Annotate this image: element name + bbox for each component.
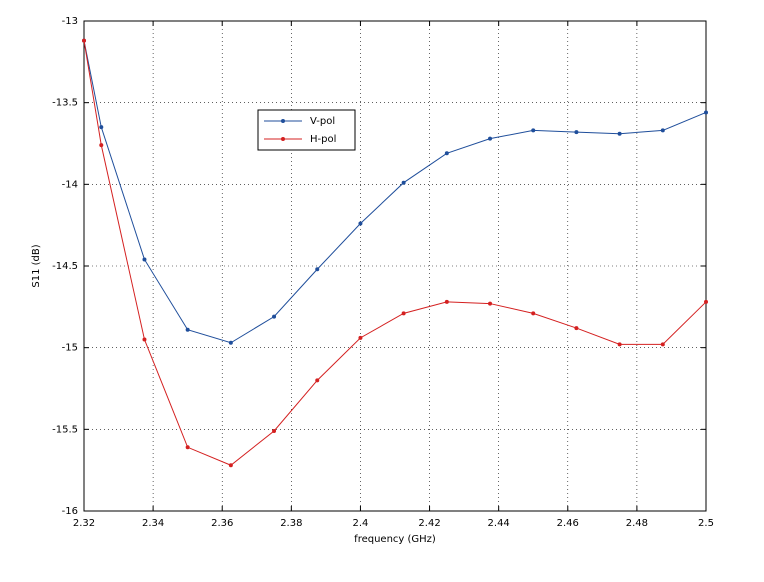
data-point: [185, 445, 190, 450]
y-tick-label: -15.5: [52, 424, 78, 435]
x-tick-label: 2.5: [698, 518, 714, 529]
y-tick-label: -14.5: [52, 261, 78, 272]
data-point: [358, 221, 363, 226]
y-axis-label: S11 (dB): [31, 244, 42, 287]
data-point: [444, 299, 449, 304]
x-tick-label: 2.48: [626, 518, 648, 529]
data-point: [704, 110, 708, 115]
data-point: [488, 136, 493, 141]
x-tick-label: 2.44: [488, 518, 510, 529]
data-point: [272, 314, 277, 319]
x-tick-label: 2.46: [557, 518, 579, 529]
data-point: [315, 267, 320, 272]
y-tick-label: -14: [62, 179, 78, 190]
series-line: [83, 40, 707, 466]
data-point: [228, 340, 233, 345]
data-point: [401, 180, 406, 185]
plot-area: [84, 21, 706, 511]
data-point: [315, 378, 320, 383]
x-axis-label: frequency (GHz): [354, 534, 436, 545]
y-tick-label: -13.5: [52, 98, 78, 109]
data-point: [574, 326, 579, 331]
data-point: [99, 125, 104, 130]
legend-label: V-pol: [310, 116, 335, 127]
data-point: [272, 428, 277, 433]
data-point: [444, 151, 449, 156]
data-point: [704, 299, 708, 304]
x-tick-label: 2.42: [418, 518, 440, 529]
x-tick-label: 2.4: [352, 518, 368, 529]
plot-frame: [83, 20, 707, 512]
data-point: [228, 463, 233, 468]
data-point: [574, 130, 579, 135]
legend-box: [257, 109, 356, 151]
y-tick-label: -13: [62, 16, 78, 27]
x-tick-label: 2.38: [280, 518, 302, 529]
data-point: [660, 342, 665, 347]
legend-marker: [281, 119, 285, 123]
legend-marker: [281, 137, 285, 141]
x-tick-label: 2.36: [211, 518, 233, 529]
series-line: [83, 40, 707, 344]
data-point: [531, 128, 536, 133]
legend-label: H-pol: [310, 134, 336, 145]
data-point: [617, 342, 622, 347]
y-tick-label: -15: [62, 343, 78, 354]
data-point: [99, 143, 104, 148]
data-point: [142, 257, 147, 262]
data-point: [142, 337, 147, 342]
data-point: [358, 335, 363, 340]
data-point: [617, 131, 622, 136]
x-tick-label: 2.32: [73, 518, 95, 529]
x-tick-label: 2.34: [142, 518, 164, 529]
data-point: [185, 327, 190, 332]
data-point: [401, 311, 406, 316]
data-point: [488, 301, 493, 306]
data-point: [82, 38, 86, 43]
data-point: [660, 128, 665, 133]
y-tick-label: -16: [62, 506, 78, 517]
data-point: [531, 311, 536, 316]
